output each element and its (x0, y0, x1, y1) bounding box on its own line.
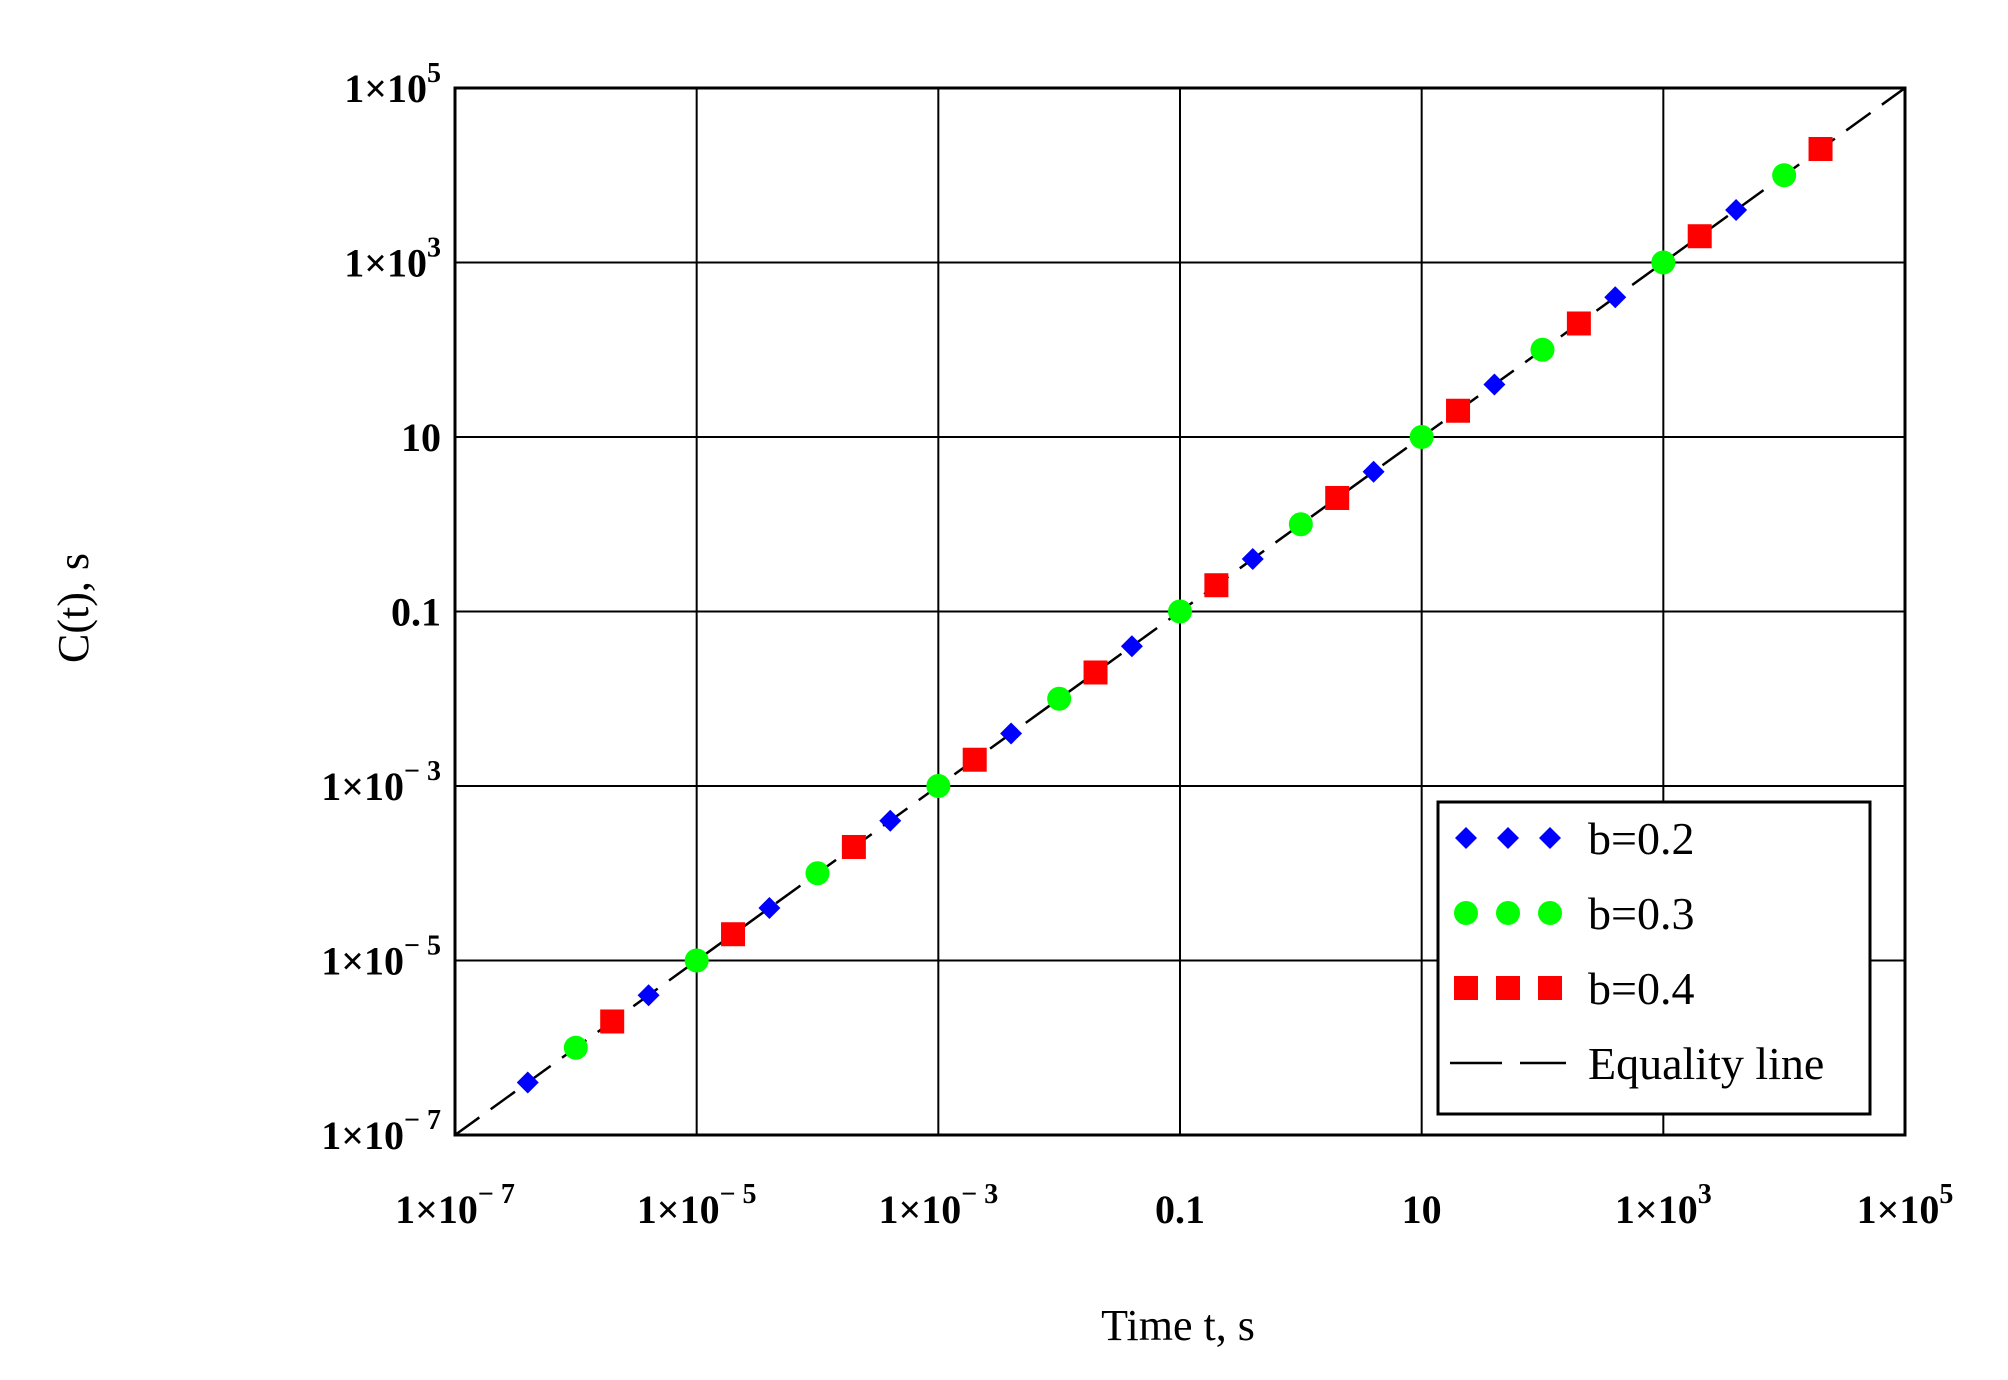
y-tick-label: 10 (401, 415, 441, 460)
legend: b=0.2 b=0.3 b=0.4 Equality line (1436, 800, 1872, 1116)
x-axis-tick-labels: 1×10− 7 1×10− 5 1×10− 3 0.1 10 1×103 1×105 (395, 1179, 1953, 1232)
data-point-square (1325, 485, 1350, 510)
legend-swatch (1496, 976, 1520, 1000)
data-point-diamond (1120, 635, 1143, 658)
data-point-square (1566, 311, 1591, 336)
legend-label: b=0.4 (1588, 963, 1694, 1014)
x-tick-label: 1×105 (1857, 1179, 1954, 1232)
legend-swatch (1496, 901, 1520, 925)
y-tick-label: 1×10− 5 (321, 931, 441, 984)
data-point-circle (926, 774, 951, 798)
data-point-circle (1288, 512, 1313, 537)
legend-label: Equality line (1588, 1038, 1824, 1089)
data-point-diamond (1362, 460, 1385, 483)
data-markers (516, 136, 1833, 1094)
legend-swatch (1497, 827, 1519, 849)
data-point-square (1204, 573, 1229, 598)
data-point-circle (1530, 337, 1555, 362)
data-point-circle (1772, 163, 1797, 188)
data-point-square (600, 1009, 625, 1034)
data-point-diamond (1483, 373, 1506, 396)
data-point-square (721, 922, 746, 947)
legend-box (1436, 800, 1872, 1116)
data-point-square (1808, 136, 1833, 161)
data-point-square (841, 834, 866, 859)
data-point-square (1446, 398, 1471, 423)
legend-label: b=0.3 (1588, 888, 1694, 939)
x-tick-label: 1×103 (1615, 1179, 1712, 1232)
data-point-square (962, 747, 987, 772)
y-tick-label: 0.1 (391, 590, 441, 635)
y-axis-tick-labels: 1×10− 7 1×10− 5 1×10− 3 0.1 10 1×103 1×105 (321, 58, 441, 1158)
data-point-diamond (879, 809, 902, 832)
y-tick-label: 1×103 (344, 233, 441, 286)
legend-item: b=0.2 (1455, 813, 1694, 864)
x-tick-label: 0.1 (1155, 1187, 1205, 1232)
data-point-diamond (637, 984, 660, 1007)
data-point-circle (563, 1035, 588, 1060)
data-point-square (1687, 224, 1712, 249)
legend-swatch (1538, 976, 1562, 1000)
y-tick-label: 1×10− 3 (321, 756, 441, 809)
data-point-circle (1047, 686, 1072, 711)
x-axis-label: Time t, s (1101, 1301, 1255, 1350)
legend-item: Equality line (1450, 1038, 1824, 1089)
data-point-square (1083, 660, 1108, 685)
y-tick-label: 1×10− 7 (321, 1105, 441, 1158)
legend-swatch (1539, 827, 1561, 849)
data-point-circle (1168, 599, 1192, 624)
x-tick-label: 10 (1402, 1187, 1442, 1232)
data-point-circle (684, 948, 709, 973)
data-point-circle (1651, 250, 1676, 275)
x-tick-label: 1×10− 3 (878, 1179, 998, 1232)
legend-swatch (1455, 827, 1477, 849)
x-tick-label: 1×10− 5 (637, 1179, 757, 1232)
legend-swatch (1454, 976, 1478, 1000)
x-tick-label: 1×10− 7 (395, 1179, 515, 1232)
legend-swatch (1538, 901, 1562, 925)
data-point-circle (805, 861, 830, 886)
legend-item: b=0.3 (1454, 888, 1694, 939)
data-point-diamond (516, 1071, 539, 1094)
data-point-diamond (1241, 547, 1264, 570)
data-point-diamond (1604, 286, 1627, 309)
y-axis-label: C(t), s (49, 553, 98, 663)
legend-item: b=0.4 (1454, 963, 1694, 1014)
y-tick-label: 1×105 (344, 58, 441, 111)
plot-area-frame (453, 86, 1907, 1137)
data-point-diamond (1725, 198, 1748, 221)
legend-swatch (1454, 901, 1478, 925)
data-point-circle (1409, 425, 1434, 449)
legend-label: b=0.2 (1588, 813, 1694, 864)
data-point-diamond (758, 896, 781, 919)
data-point-diamond (1000, 722, 1023, 745)
